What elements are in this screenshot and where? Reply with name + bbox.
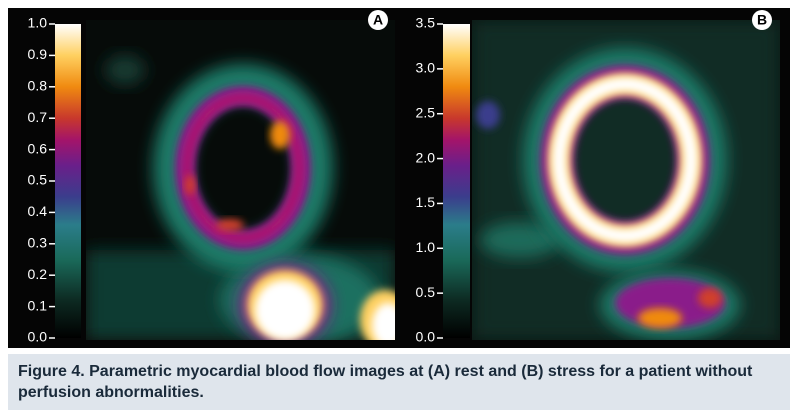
colorbar: [55, 24, 81, 338]
panel-badge: [368, 10, 388, 30]
tick-label: 2.0: [416, 149, 436, 165]
tick-label: 0.4: [28, 203, 48, 219]
tick-label: 2.5: [416, 104, 436, 120]
tick-label: 0.7: [28, 109, 48, 125]
tick-label: 1.0: [28, 15, 48, 31]
panel-label: B: [757, 12, 767, 28]
colorbar: [443, 24, 470, 338]
tick-label: 0.5: [28, 172, 48, 188]
image-a: [86, 20, 395, 340]
figure: A B 0.0 0.1 0.2 0.3 0.4 0.5 0.6 0.7 0.8 0.9 1.0 0.0…: [8, 8, 790, 348]
tick-label: 0.3: [28, 235, 48, 251]
tick-label: 0.8: [28, 78, 48, 94]
tick-label: 1.0: [416, 239, 436, 255]
image-b: [472, 20, 780, 340]
panel-badge: [752, 10, 772, 30]
tick-label: 0.9: [28, 46, 48, 62]
tick-label: 3.0: [416, 60, 436, 76]
tick-label: 0.6: [28, 140, 48, 156]
tick-label: 0.5: [416, 284, 436, 300]
tick-label: 3.5: [416, 15, 436, 31]
tick-label: 0.2: [28, 266, 48, 282]
tick-label: 0.1: [28, 297, 48, 313]
caption: Figure 4. Parametric myocardial blood fl…: [8, 354, 790, 410]
panel-label: A: [373, 12, 383, 28]
tick-label: 0.0: [28, 329, 48, 345]
tick-label: 0.0: [416, 329, 436, 345]
tick-label: 1.5: [416, 194, 436, 210]
